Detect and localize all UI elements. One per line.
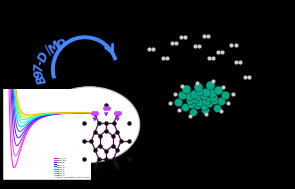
Text: D: D [36,49,52,64]
Text: 7: 7 [32,64,46,72]
Text: -: - [34,58,47,66]
Legend: B97D_HH, B97D_BH, B97D_B, B97D_C, B97D_D, B97D_E, B97D_F, B97D_G, B97D_H, B97D_S: B97D_HH, B97D_BH, B97D_B, B97D_C, B97D_D… [54,157,90,178]
X-axis label: intermolecular distance: intermolecular distance [24,188,71,189]
Text: /: / [42,46,55,57]
Text: D: D [55,36,70,52]
Text: B: B [34,73,50,86]
Ellipse shape [39,87,140,162]
Text: M: M [46,39,63,56]
Text: 9: 9 [33,69,47,79]
